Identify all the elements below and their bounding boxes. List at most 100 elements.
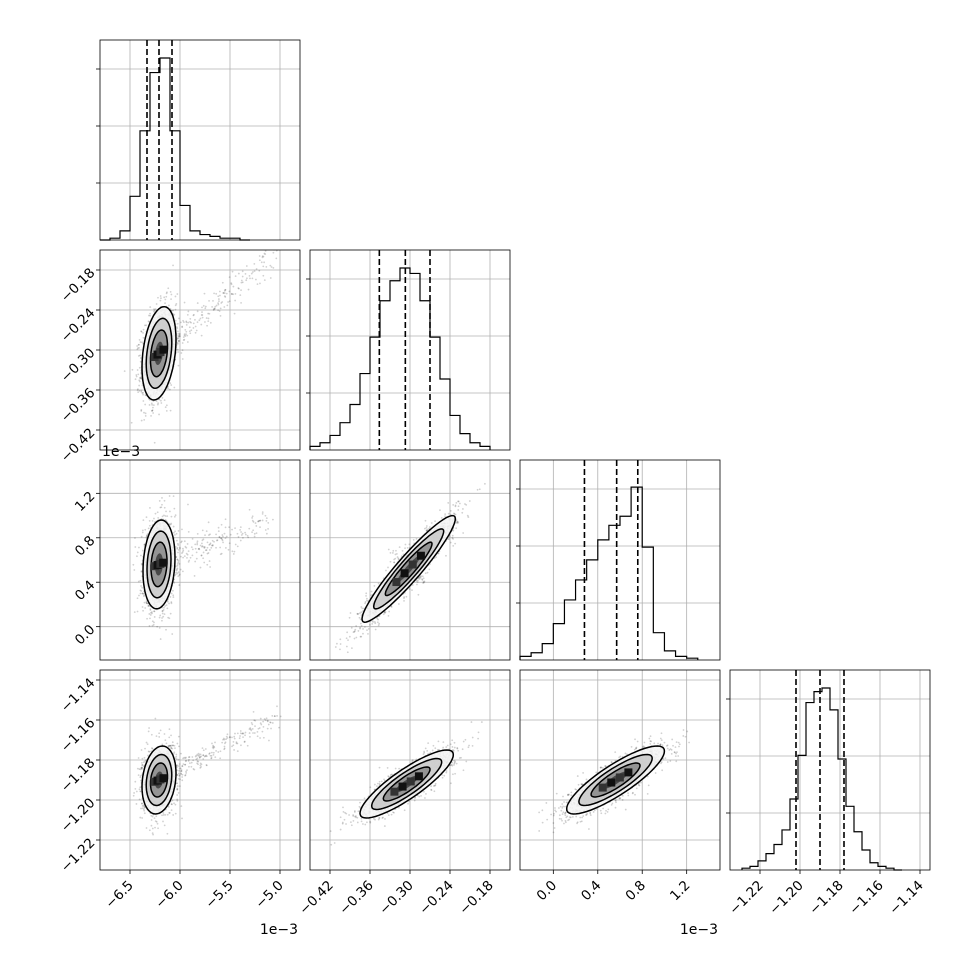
sample-point <box>176 547 178 549</box>
sample-point <box>220 307 222 309</box>
sample-point <box>136 348 138 350</box>
sample-point <box>177 343 179 345</box>
sample-point <box>170 294 172 296</box>
sample-point <box>140 585 142 587</box>
sample-point <box>182 349 184 351</box>
sample-point <box>141 571 143 573</box>
sample-point <box>222 536 224 538</box>
sample-point <box>439 509 441 511</box>
sample-point <box>139 355 141 357</box>
sample-point <box>224 533 226 535</box>
sample-point <box>174 534 176 536</box>
sample-point <box>158 414 160 416</box>
sample-point <box>202 317 204 319</box>
sample-point <box>458 505 460 507</box>
sample-point <box>154 442 156 444</box>
sample-point <box>145 415 147 417</box>
sample-point <box>148 605 150 607</box>
sample-point <box>184 540 186 542</box>
sample-point <box>173 314 175 316</box>
sample-point <box>423 577 425 579</box>
sample-point <box>143 595 145 597</box>
sample-point <box>223 292 225 294</box>
sample-point <box>234 300 236 302</box>
sample-point <box>255 279 257 281</box>
sample-point <box>262 266 264 268</box>
sample-point <box>143 329 145 331</box>
sample-point <box>346 637 348 639</box>
sample-point <box>169 511 171 513</box>
sample-point <box>259 283 261 285</box>
sample-point <box>390 552 392 554</box>
sample-point <box>134 537 136 539</box>
sample-point <box>228 526 230 528</box>
sample-point <box>206 564 208 566</box>
sample-point <box>335 646 337 648</box>
sample-point <box>339 638 341 640</box>
sample-point <box>193 327 195 329</box>
sample-point <box>157 402 159 404</box>
sample-point <box>459 503 461 505</box>
sample-point <box>144 394 146 396</box>
sample-point <box>140 341 142 343</box>
sample-point <box>376 618 378 620</box>
sample-point <box>434 520 436 522</box>
sample-point <box>188 550 190 552</box>
sample-point <box>181 352 183 354</box>
sample-point <box>183 321 185 323</box>
sample-point <box>135 374 137 376</box>
sample-point <box>140 590 142 592</box>
sample-point <box>208 318 210 320</box>
sample-point <box>194 575 196 577</box>
sample-point <box>151 611 153 613</box>
sample-point <box>160 295 162 297</box>
sample-point <box>484 483 486 485</box>
sample-point <box>249 509 251 511</box>
sample-point <box>178 584 180 586</box>
sample-point <box>172 596 174 598</box>
sample-point <box>201 335 203 337</box>
sample-point <box>374 622 376 624</box>
sample-point <box>187 311 189 313</box>
sample-point <box>368 628 370 630</box>
sample-point <box>133 569 135 571</box>
sample-point <box>254 536 256 538</box>
hist-panel-3 <box>726 670 930 870</box>
sample-point <box>150 415 152 417</box>
sample-point <box>156 303 158 305</box>
scatter-panel-2-1 <box>310 460 510 674</box>
sample-point <box>194 319 196 321</box>
sample-point <box>140 361 142 363</box>
sample-point <box>159 507 161 509</box>
sample-point <box>214 306 216 308</box>
sample-point <box>164 500 166 502</box>
sample-point <box>240 289 242 291</box>
sample-point <box>189 326 191 328</box>
sample-point <box>189 318 191 320</box>
sample-point <box>164 613 166 615</box>
sample-point <box>265 266 267 268</box>
sample-point <box>153 308 155 310</box>
sample-point <box>169 495 171 497</box>
sample-point <box>209 560 211 562</box>
sample-point <box>172 309 174 311</box>
sample-point <box>159 617 161 619</box>
sample-point <box>235 544 237 546</box>
sample-point <box>178 530 180 532</box>
sample-point <box>162 616 164 618</box>
sample-point <box>378 623 380 625</box>
sample-point <box>165 296 167 298</box>
sample-point <box>144 324 146 326</box>
sample-point <box>160 638 162 640</box>
sample-point <box>225 526 227 528</box>
sample-point <box>365 592 367 594</box>
sample-point <box>186 324 188 326</box>
sample-point <box>177 563 179 565</box>
sample-point <box>154 616 156 618</box>
sample-point <box>182 548 184 550</box>
sample-point <box>377 621 379 623</box>
sample-point <box>207 541 209 543</box>
sample-point <box>151 410 153 412</box>
sample-point <box>373 585 375 587</box>
sample-point <box>175 514 177 516</box>
